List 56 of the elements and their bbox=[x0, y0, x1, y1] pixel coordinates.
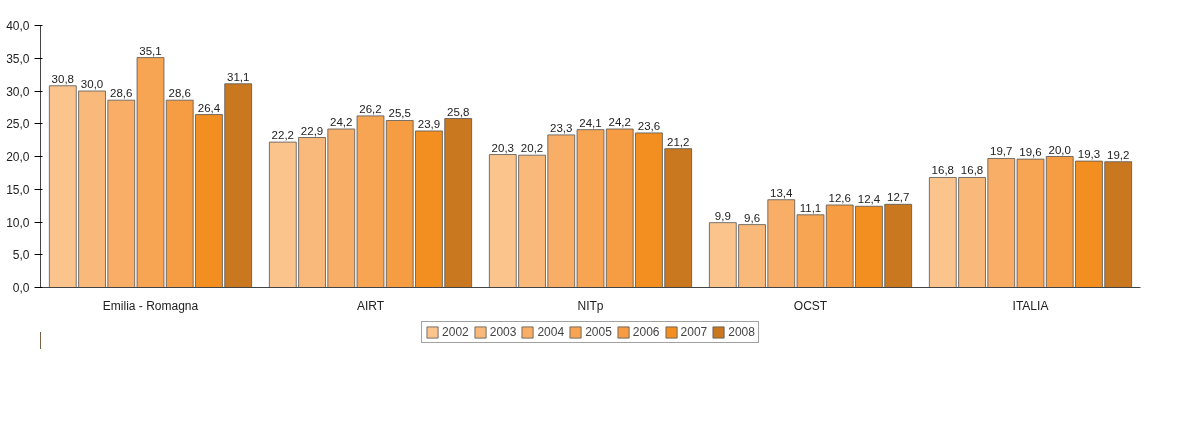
legend-label: 2004 bbox=[537, 325, 565, 339]
data-label: 9,6 bbox=[744, 211, 761, 224]
x-tick-label: ITALIA bbox=[1012, 298, 1049, 313]
data-label: 22,9 bbox=[300, 124, 324, 137]
data-label: 23,6 bbox=[637, 119, 661, 132]
data-label: 31,1 bbox=[226, 70, 250, 83]
data-label: 24,2 bbox=[608, 115, 631, 128]
data-label: 20,0 bbox=[1048, 143, 1071, 156]
data-label: 30,8 bbox=[51, 72, 75, 85]
data-label: 35,1 bbox=[139, 44, 162, 57]
data-label: 25,5 bbox=[388, 107, 411, 120]
data-label: 28,6 bbox=[110, 87, 133, 100]
x-tick-label: OCST bbox=[793, 298, 828, 313]
legend-label: 2003 bbox=[489, 325, 517, 339]
legend-label: 2005 bbox=[585, 325, 612, 339]
data-label: 19,2 bbox=[1106, 148, 1130, 161]
data-label: 19,6 bbox=[1019, 146, 1042, 159]
data-label: 12,6 bbox=[828, 191, 851, 204]
y-tick-label: 35,0 bbox=[6, 51, 30, 66]
data-label: 12,4 bbox=[857, 193, 881, 206]
data-label: 9,9 bbox=[714, 209, 731, 222]
y-tick-label: 25,0 bbox=[6, 117, 30, 132]
data-label: 23,9 bbox=[417, 117, 441, 130]
y-tick-label: 40,0 bbox=[6, 19, 30, 33]
data-label: 23,3 bbox=[550, 121, 573, 134]
data-label: 26,2 bbox=[359, 102, 382, 115]
data-label: 13,4 bbox=[770, 186, 794, 199]
data-label: 16,8 bbox=[931, 164, 955, 177]
x-tick-label: AIRT bbox=[356, 298, 385, 313]
data-label: 24,1 bbox=[579, 116, 602, 129]
x-tick-label: Emilia - Romagna bbox=[102, 298, 199, 313]
legend-label: 2006 bbox=[632, 325, 660, 339]
y-tick-label: 20,0 bbox=[6, 150, 30, 164]
data-label: 20,3 bbox=[491, 141, 515, 154]
data-label: 19,3 bbox=[1077, 148, 1101, 161]
legend-label: 2002 bbox=[442, 325, 469, 339]
legend-label: 2007 bbox=[680, 325, 708, 339]
legend-label: 2008 bbox=[728, 325, 755, 339]
data-label: 25,8 bbox=[446, 105, 470, 118]
data-label: 19,7 bbox=[990, 145, 1013, 158]
x-tick-label: NITp bbox=[577, 298, 604, 313]
data-label: 30,0 bbox=[80, 78, 104, 90]
data-label: 28,6 bbox=[168, 87, 191, 100]
y-tick-label: 0,0 bbox=[12, 281, 30, 295]
y-tick-label: 30,0 bbox=[6, 84, 30, 99]
data-label: 11,1 bbox=[799, 201, 822, 214]
y-tick-label: 5,0 bbox=[12, 248, 30, 263]
data-label: 22,2 bbox=[271, 129, 295, 142]
data-label: 26,4 bbox=[197, 101, 221, 114]
data-label: 21,2 bbox=[666, 135, 690, 148]
data-label: 20,2 bbox=[520, 142, 544, 155]
data-label: 24,2 bbox=[330, 115, 353, 128]
y-tick-label: 15,0 bbox=[6, 182, 30, 197]
data-label: 12,7 bbox=[886, 191, 910, 204]
data-label: 16,8 bbox=[960, 164, 984, 177]
y-tick-label: 10,0 bbox=[6, 215, 30, 230]
